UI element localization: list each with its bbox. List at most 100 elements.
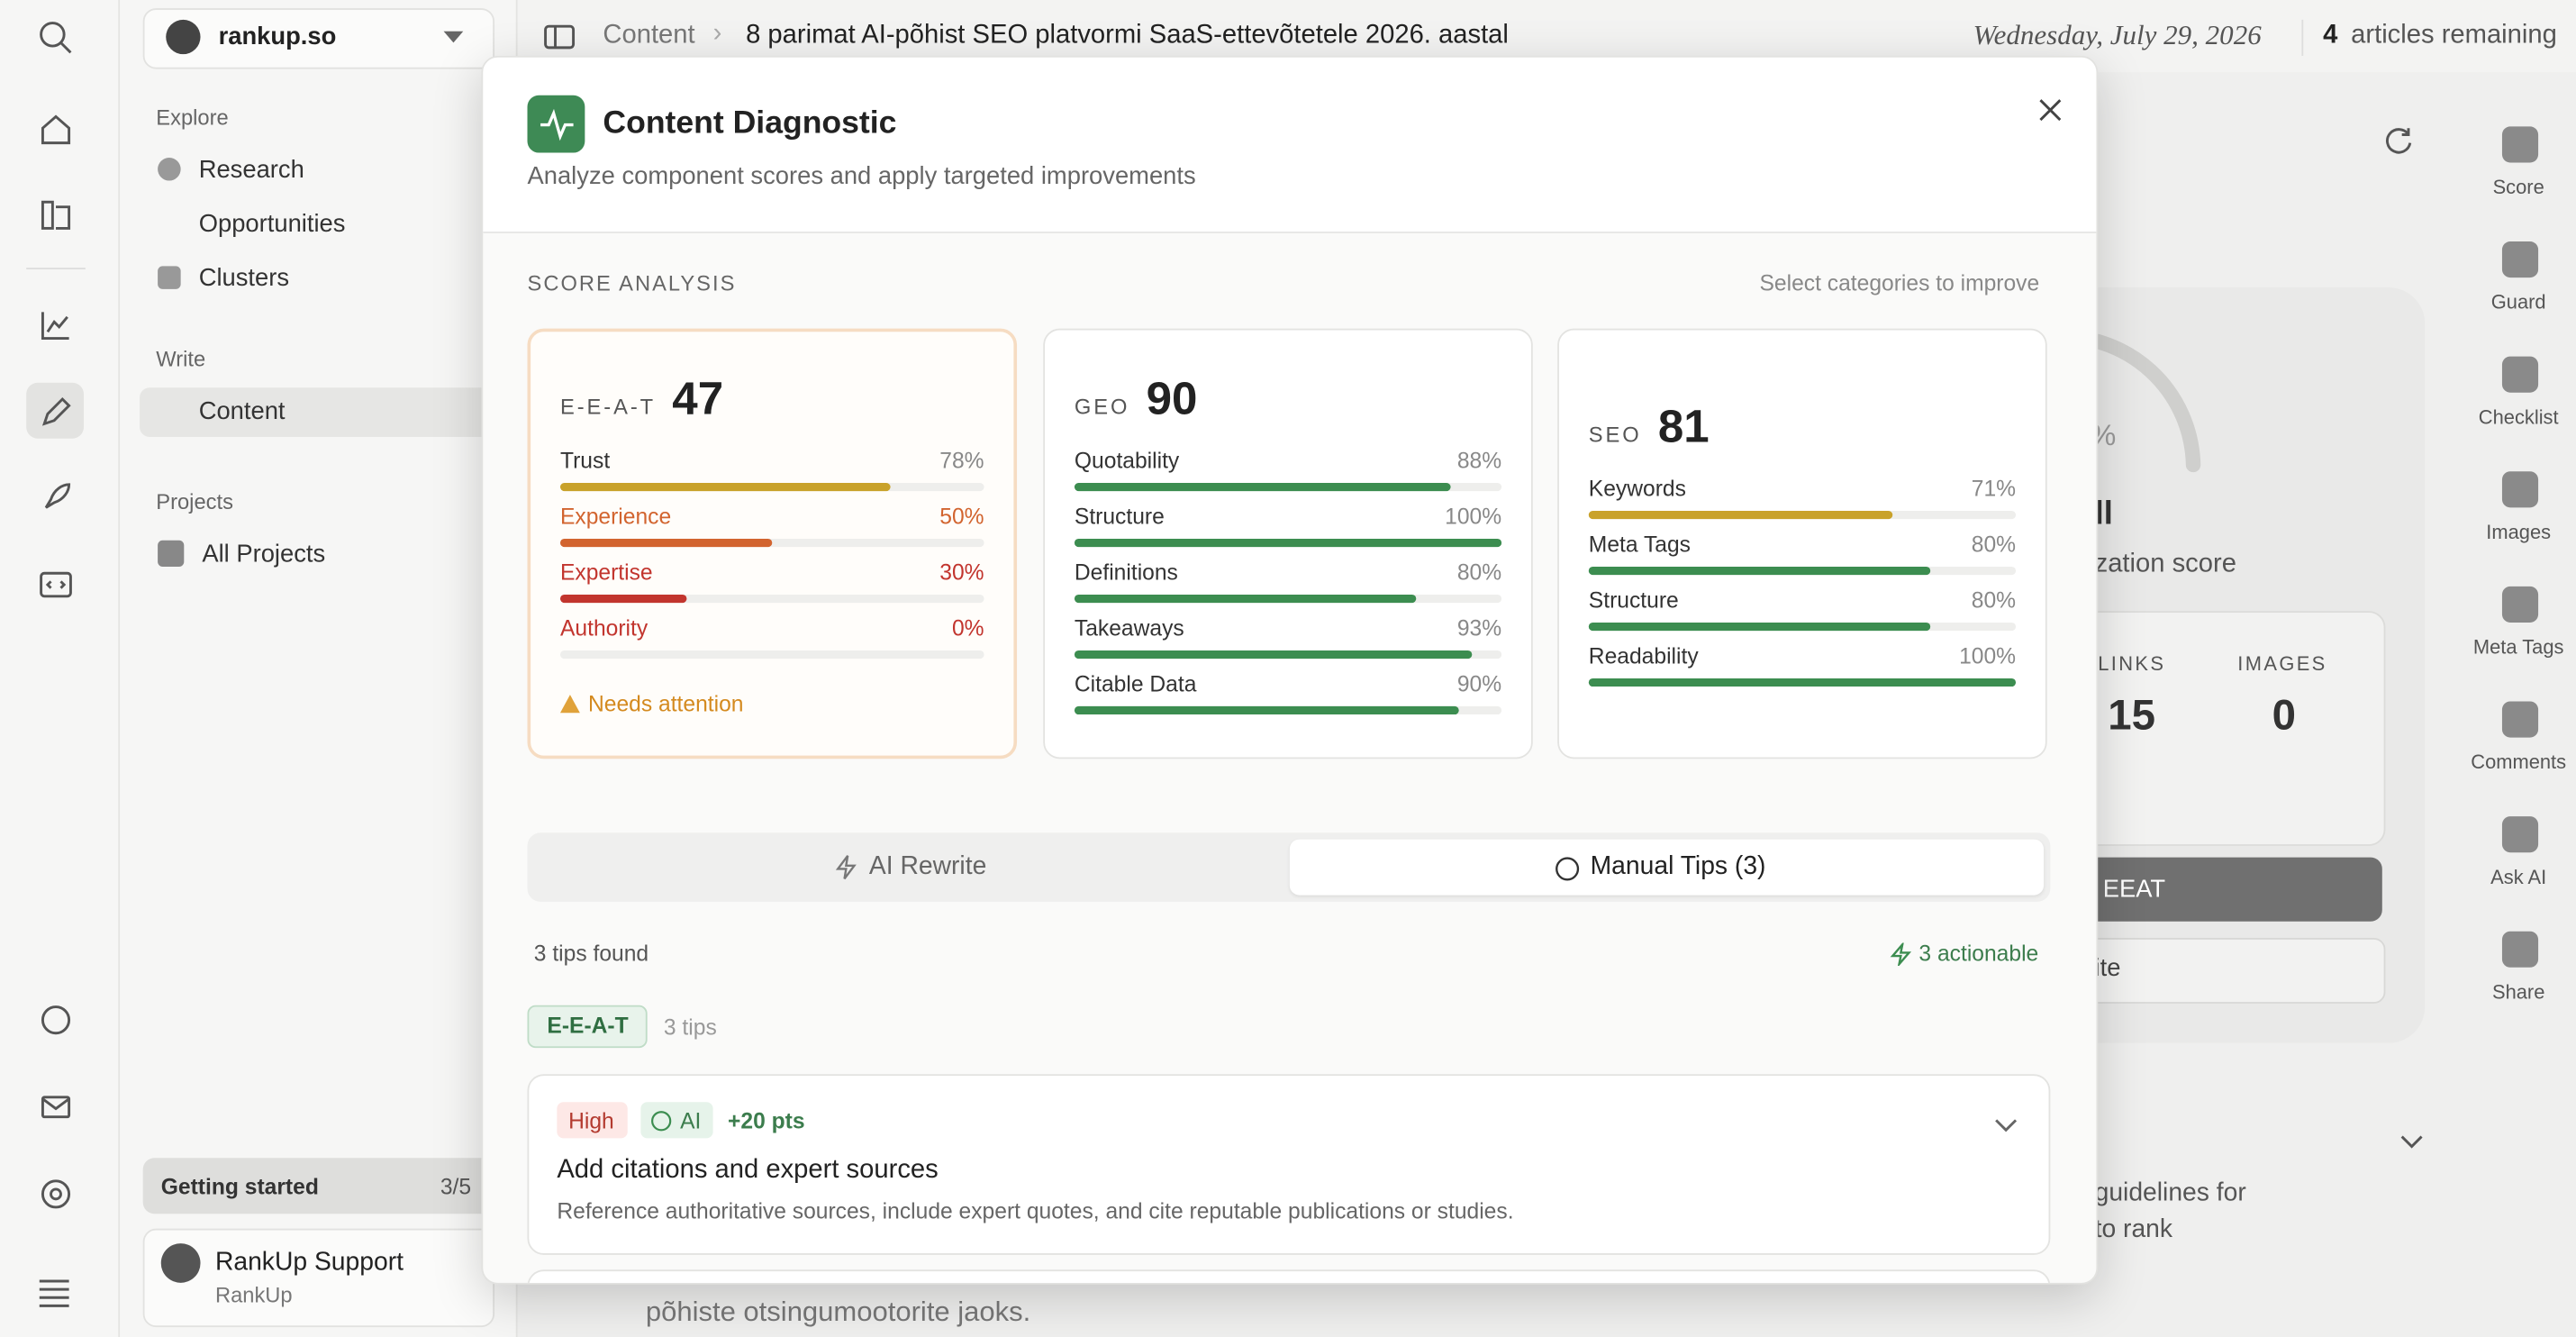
card-header: SEO 81 xyxy=(1589,401,2016,453)
metric-value: 50% xyxy=(939,503,984,529)
breadcrumb[interactable]: Content xyxy=(603,21,695,50)
panel-icon[interactable] xyxy=(544,23,576,53)
rail-icon[interactable] xyxy=(2501,816,2539,853)
metric-bar xyxy=(559,594,688,603)
nav-item[interactable]: Opportunities xyxy=(198,210,346,239)
metric-track xyxy=(1074,482,1502,492)
card-score: 90 xyxy=(1146,372,1198,424)
bolt-icon xyxy=(1890,942,1912,966)
metric-track xyxy=(1588,622,2017,632)
priority-badge xyxy=(557,1102,628,1139)
rail-label: Images xyxy=(2486,520,2552,544)
menu-icon[interactable] xyxy=(34,1275,77,1314)
nav-item[interactable]: Content xyxy=(198,397,286,426)
section-hint: Select categories to improve xyxy=(1759,270,2040,296)
code-icon[interactable] xyxy=(38,567,74,603)
rail-icon[interactable] xyxy=(2501,586,2539,623)
group-count: 3 tips xyxy=(663,1014,717,1041)
stat-label: IMAGES xyxy=(2237,651,2327,676)
nav-item[interactable]: Clusters xyxy=(198,264,290,293)
body-text: guidelines for xyxy=(2094,1178,2246,1207)
metric-value: 0% xyxy=(951,614,984,641)
refresh-icon[interactable] xyxy=(2384,125,2414,155)
tab[interactable]: Manual Tips (3) xyxy=(1590,852,1766,881)
score-card[interactable]: GEO 90 Quotability 88% Structure 100% Definiti… xyxy=(1043,328,1533,759)
expand-chevron[interactable] xyxy=(1994,1117,2018,1133)
metric-value: 80% xyxy=(1971,587,2017,614)
section-title[interactable]: Write xyxy=(156,346,206,372)
mail-icon[interactable] xyxy=(38,1089,74,1125)
group-tag-label: E-E-A-T xyxy=(547,1013,629,1039)
modal-header xyxy=(483,57,2097,233)
tip-card[interactable] xyxy=(527,1269,2051,1283)
help-icon[interactable] xyxy=(38,1002,74,1038)
rail-icon[interactable] xyxy=(2501,931,2539,968)
rewrite-button[interactable] xyxy=(2062,937,2386,1004)
section-title[interactable]: Projects xyxy=(156,489,233,514)
workspace-name: rankup.so xyxy=(218,23,337,51)
rail-icon[interactable] xyxy=(2501,471,2539,508)
close-button[interactable] xyxy=(2036,96,2065,125)
pen-icon[interactable] xyxy=(38,395,74,431)
active-tab[interactable] xyxy=(1289,839,2045,896)
tip-card[interactable] xyxy=(527,1074,2051,1255)
divider xyxy=(2301,19,2304,56)
metric-label: Citable Data xyxy=(1074,671,1197,696)
home-icon[interactable] xyxy=(38,112,74,148)
metric-bar xyxy=(1588,622,1931,632)
warning: Needs attention xyxy=(587,690,744,715)
metric-row: Expertise 30% xyxy=(560,559,984,584)
metric-bar xyxy=(1074,538,1502,548)
metric-track xyxy=(1588,566,2017,576)
active-nav[interactable] xyxy=(26,382,85,439)
account-org: RankUp xyxy=(214,1282,293,1308)
button-label: ite xyxy=(2094,954,2121,983)
tips-count: 3 tips found xyxy=(533,941,649,966)
metric-bar xyxy=(1074,650,1472,659)
active-item[interactable] xyxy=(140,387,516,437)
metric-track xyxy=(1074,538,1502,548)
points: +20 pts xyxy=(728,1108,805,1133)
nav-item[interactable]: Research xyxy=(198,156,304,185)
metric-row: Definitions 80% xyxy=(1075,560,1501,585)
bolt-icon xyxy=(835,855,857,880)
chevron[interactable] xyxy=(2400,1133,2424,1150)
date: Wednesday, July 29, 2026 xyxy=(1973,19,2262,51)
nav-item[interactable]: All Projects xyxy=(202,540,326,568)
analytics-icon[interactable] xyxy=(38,307,74,343)
metric-label: Expertise xyxy=(559,559,653,585)
metric-label: Readability xyxy=(1588,643,1699,669)
metric-label: Quotability xyxy=(1074,448,1180,474)
tab[interactable]: AI Rewrite xyxy=(868,852,987,881)
card-header: GEO 90 xyxy=(1075,373,1501,425)
remaining-count: 4 xyxy=(2323,21,2338,50)
brain-icon xyxy=(1556,857,1580,881)
eeat-button[interactable] xyxy=(2062,857,2382,922)
score-label: zation score xyxy=(2094,550,2236,578)
rocket-icon[interactable] xyxy=(38,479,74,515)
card-header: E-E-A-T 47 xyxy=(560,372,984,424)
rail-icon[interactable] xyxy=(2501,241,2539,278)
rail-label: Ask AI xyxy=(2490,865,2547,889)
metric-row: Keywords 71% xyxy=(1589,477,2016,501)
search-icon[interactable] xyxy=(36,18,76,58)
settings-icon[interactable] xyxy=(38,1176,74,1212)
score-card[interactable]: SEO 81 Keywords 71% Meta Tags 80% Structure 80%… xyxy=(1557,328,2047,759)
library-icon[interactable] xyxy=(38,197,74,233)
rail-icon[interactable] xyxy=(2501,126,2539,163)
group-tag[interactable] xyxy=(527,1005,648,1049)
rail-icon[interactable] xyxy=(2501,701,2539,738)
card-name: GEO xyxy=(1074,394,1130,419)
rail-icon[interactable] xyxy=(2501,356,2539,393)
account-switcher[interactable] xyxy=(142,1228,495,1328)
stat-label: LINKS xyxy=(2098,651,2166,676)
metric-value: 80% xyxy=(1971,532,2017,558)
metric-bar xyxy=(559,538,773,547)
workspace-switcher[interactable] xyxy=(142,8,495,69)
section-title[interactable]: Explore xyxy=(156,105,229,131)
metric-bar xyxy=(1074,594,1417,604)
separator: › xyxy=(712,19,722,48)
getting-started[interactable] xyxy=(142,1158,504,1214)
score-card[interactable]: E-E-A-T 47 Trust 78% Experience 50% Expertise 3… xyxy=(527,328,1018,759)
